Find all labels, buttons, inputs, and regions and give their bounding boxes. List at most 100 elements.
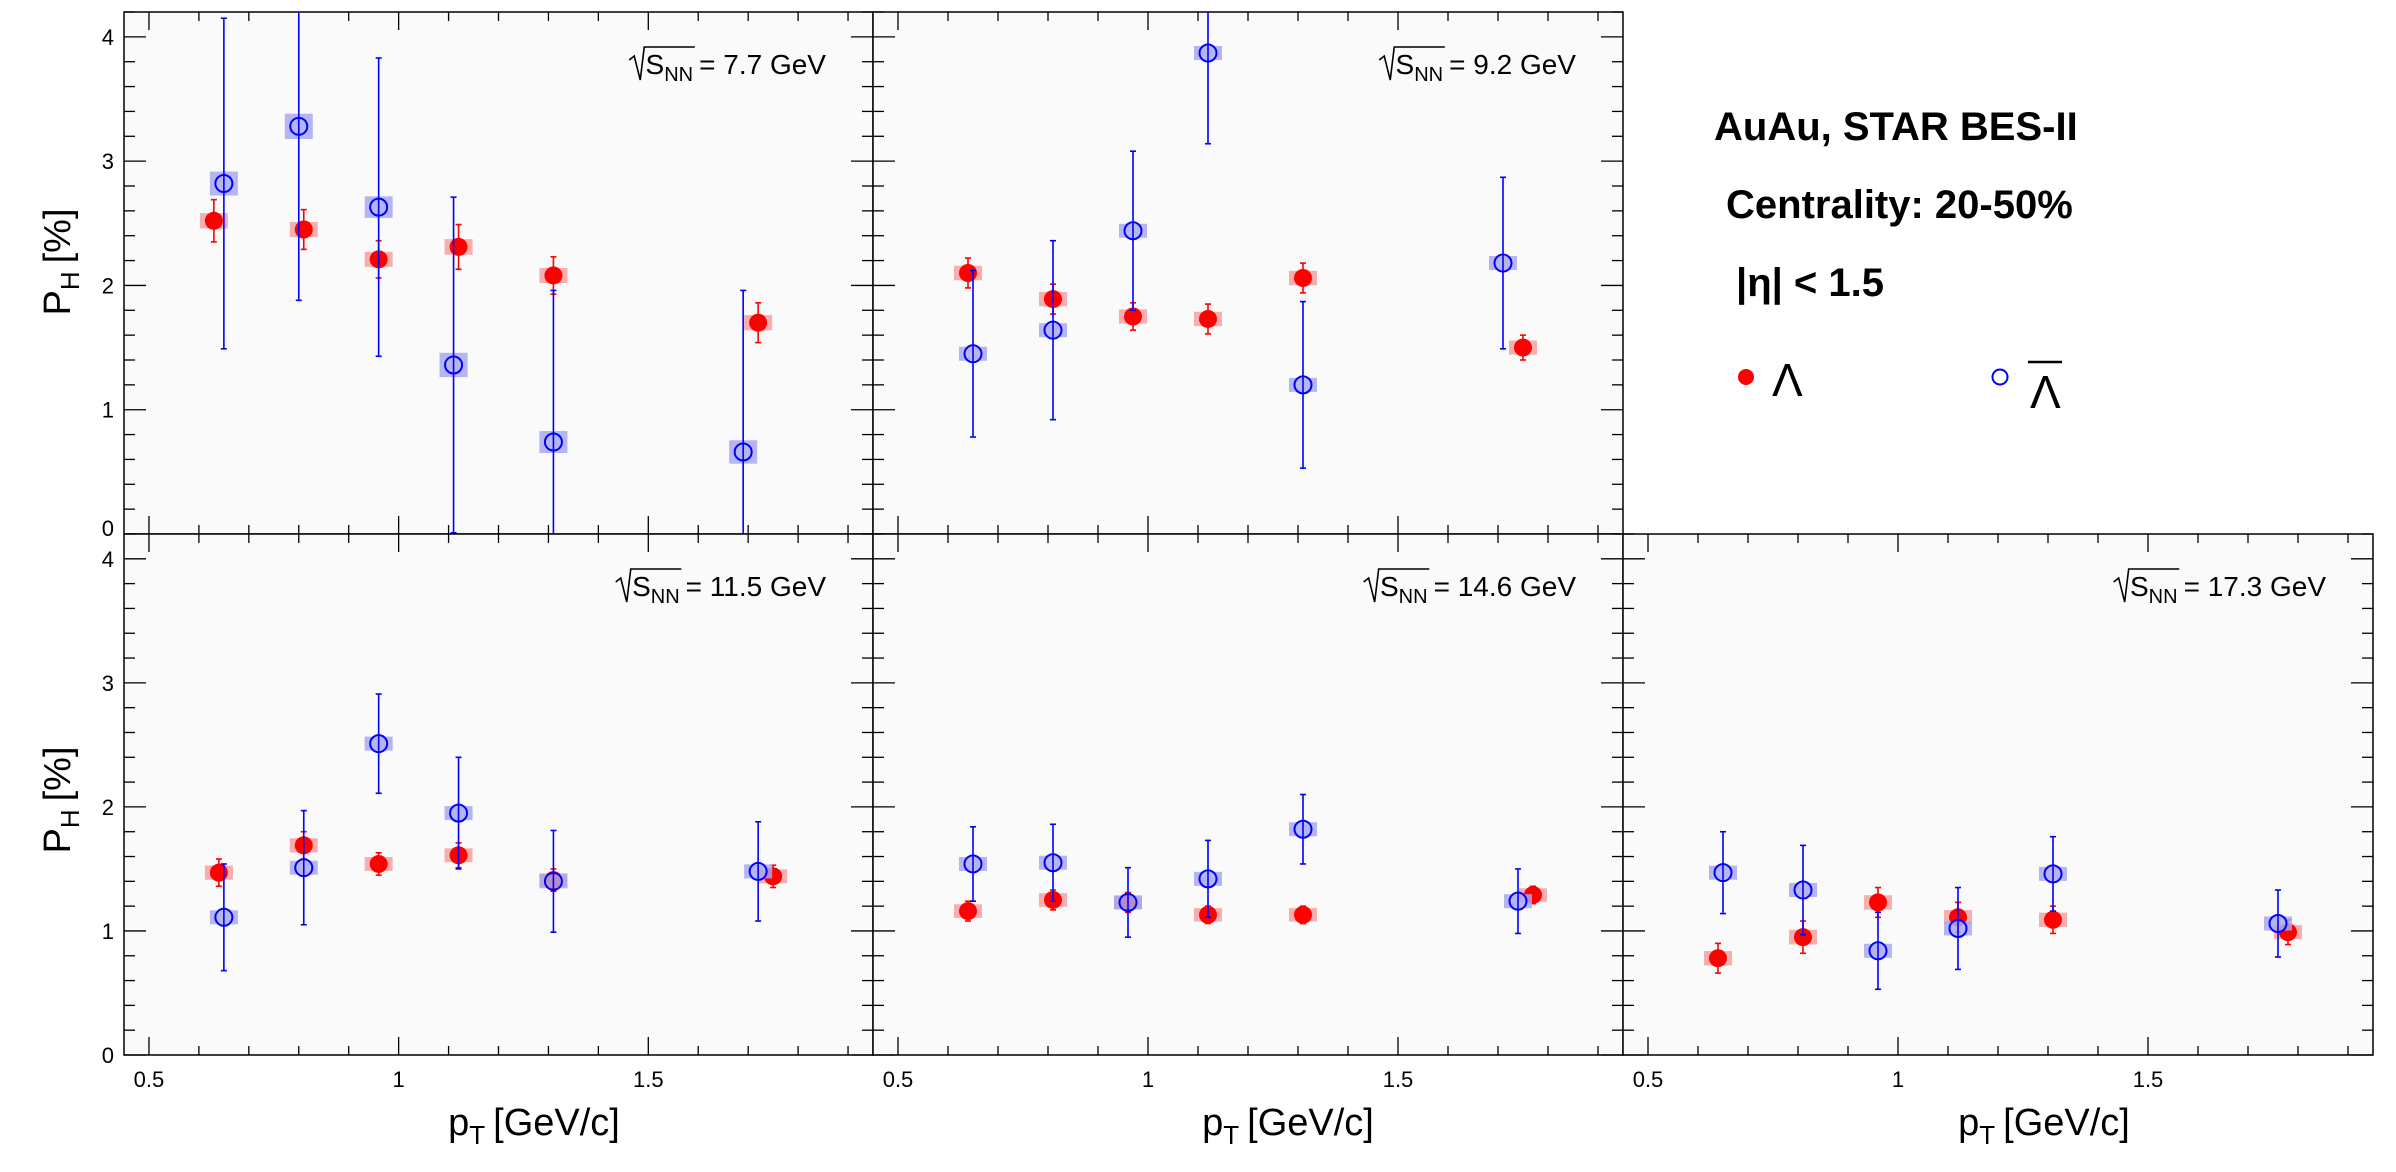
x-tick-label: 0.5 xyxy=(883,1067,914,1092)
svg-text:PH[%]: PH [%] xyxy=(37,208,85,315)
data-layer xyxy=(954,793,1547,938)
panel-1: 0 1 2 3 4 SNN = 7.7 GeV xyxy=(102,11,874,541)
legend-marker-lambda xyxy=(1738,369,1754,385)
legend-label-antilambda: Λ xyxy=(2030,366,2061,418)
antilambda-point xyxy=(294,858,314,878)
lambda-point xyxy=(1869,893,1887,912)
antilambda-point xyxy=(214,174,234,194)
legend-marker-antilambda xyxy=(1991,368,2009,386)
antilambda-point xyxy=(214,907,234,927)
antilambda-point xyxy=(1123,221,1143,241)
lambda-point xyxy=(294,220,313,239)
antilambda-point xyxy=(1493,253,1513,273)
panel-2: SNN = 9.2 GeV xyxy=(872,11,1624,535)
antilambda-point xyxy=(1793,880,1813,900)
lambda-point xyxy=(449,237,468,256)
lambda-point xyxy=(544,266,563,285)
antilambda-point xyxy=(2043,864,2063,884)
energy-sub: NN xyxy=(1414,64,1443,86)
energy-label: SNN = 9.2 GeV xyxy=(1396,49,1577,86)
panel-3: 0 1 2 3 4 0.5 1 1.5 SNN = 11.5 GeV xyxy=(102,533,874,1092)
antilambda-point xyxy=(1948,918,1968,938)
lambda-point xyxy=(1514,338,1532,357)
sqrt-sign xyxy=(2113,568,2180,603)
energy-value: = 14.6 GeV xyxy=(1434,571,1577,602)
legend-title-line-1: AuAu, STAR BES-II xyxy=(1714,105,2078,149)
energy-value: = 9.2 GeV xyxy=(1449,49,1576,80)
energy-value: = 7.7 GeV xyxy=(699,49,826,80)
antilambda-point xyxy=(369,734,389,754)
lambda-point xyxy=(209,863,228,882)
ylabel-unit: [%] xyxy=(37,208,79,263)
lambda-point xyxy=(1294,905,1312,924)
x-tick-label: 1.5 xyxy=(2133,1067,2164,1092)
antilambda-point xyxy=(733,442,753,462)
antilambda-point xyxy=(1868,941,1888,961)
legend-title-line-3: |η| < 1.5 xyxy=(1736,261,1884,305)
energy-value: = 11.5 GeV xyxy=(686,571,827,602)
lambda-point xyxy=(1294,268,1312,287)
antilambda-point xyxy=(1198,43,1218,63)
xlabel-main: p xyxy=(1958,1102,1979,1144)
antilambda-point xyxy=(963,344,983,364)
lambda-point xyxy=(1794,928,1812,947)
data-layer xyxy=(1704,830,2302,991)
xlabel-main: p xyxy=(1202,1102,1223,1144)
lambda-point xyxy=(749,313,768,332)
energy-sqrt-arg: S xyxy=(2130,571,2149,602)
x-tick-label: 1 xyxy=(393,1067,405,1092)
lambda-point xyxy=(1709,949,1727,968)
antilambda-point xyxy=(543,871,563,891)
energy-sqrt-arg: S xyxy=(646,49,665,80)
legend-title-line-2: Centrality: 20-50% xyxy=(1726,183,2073,227)
y-tick-label: 4 xyxy=(102,25,114,50)
energy-label: SNN = 17.3 GeV xyxy=(2130,571,2326,608)
antilambda-point xyxy=(2268,914,2288,934)
lambda-point xyxy=(369,854,388,873)
lambda-point xyxy=(959,902,977,921)
lambda-point xyxy=(1199,309,1217,328)
legend: AuAu, STAR BES-II Centrality: 20-50% |η|… xyxy=(1714,105,2078,418)
lambda-point xyxy=(959,264,977,282)
x-tick-label: 1 xyxy=(1892,1067,1904,1092)
xlabel-sub: T xyxy=(1223,1120,1239,1150)
y-tick-label: 1 xyxy=(102,919,114,944)
antilambda-point xyxy=(1293,375,1313,395)
antilambda-point xyxy=(444,355,464,375)
data-layer xyxy=(954,12,1537,469)
x-axis-title-3: pT [GeV/c] xyxy=(1958,1102,2130,1150)
sqrt-sign xyxy=(1363,568,1430,603)
xlabel-sub: T xyxy=(1979,1120,1995,1150)
y-tick-label: 1 xyxy=(102,398,114,423)
panel-5: 0.5 1 1.5 SNN = 17.3 GeV xyxy=(1622,533,2374,1092)
energy-sub: NN xyxy=(1399,586,1428,608)
y-tick-label: 0 xyxy=(102,516,114,541)
energy-label: SNN = 11.5 GeV xyxy=(632,571,826,608)
panel-frame xyxy=(872,533,1624,1056)
x-axis-title-2: pT [GeV/c] xyxy=(1202,1102,1374,1150)
y-tick-label: 2 xyxy=(102,795,114,820)
x-tick-label: 1.5 xyxy=(633,1067,664,1092)
lambda-point xyxy=(1124,307,1142,326)
energy-sub: NN xyxy=(2149,586,2178,608)
y-tick-label: 2 xyxy=(102,273,114,298)
antilambda-point xyxy=(543,432,563,452)
y-tick-label: 4 xyxy=(102,547,114,572)
antilambda-point xyxy=(1043,320,1063,340)
antilambda-point xyxy=(1508,891,1528,911)
panel-4: 0.5 1 1.5 SNN = 14.6 GeV xyxy=(872,533,1624,1092)
panel-frame xyxy=(1622,533,2374,1056)
sqrt-sign xyxy=(1378,46,1445,81)
ylabel-unit: [%] xyxy=(37,746,79,801)
legend-label-lambda: Λ xyxy=(1772,354,1803,406)
antilambda-point xyxy=(369,197,389,217)
xlabel-unit: [GeV/c] xyxy=(493,1102,620,1144)
xlabel-unit: [GeV/c] xyxy=(2003,1102,2130,1144)
x-tick-label: 1.5 xyxy=(1383,1067,1414,1092)
data-layer xyxy=(204,693,788,972)
y-axis-title-top: PH [%] xyxy=(37,208,85,315)
antilambda-point xyxy=(1118,892,1138,912)
antilambda-point xyxy=(963,854,983,874)
antilambda-point xyxy=(1713,863,1733,883)
